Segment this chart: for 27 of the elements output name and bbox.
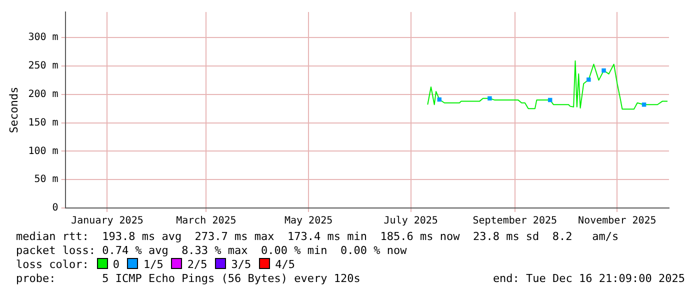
text: end: Tue Dec 16 21:09:00 2025 — [492, 272, 685, 286]
legend-title: loss color: — [16, 258, 89, 271]
x-tick-label: September 2025 — [472, 216, 558, 227]
x-tick-label: July 2025 — [384, 216, 438, 227]
point — [586, 77, 591, 82]
y-tick-label: 50 m — [34, 174, 58, 186]
y-tick-label: 150 m — [28, 117, 58, 128]
y-tick-label: 0 — [52, 202, 58, 214]
y-tick-label: 250 m — [28, 60, 58, 72]
point — [488, 96, 492, 100]
legend-label: 0 — [112, 258, 120, 271]
text: packet loss: 0.74 % avg 8.33 % max 0.00 % min 0.00 % now — [15, 244, 408, 258]
x-tick-label: November 2025 — [578, 216, 656, 227]
point — [602, 68, 606, 73]
legend-label: 1/5 — [143, 258, 164, 271]
y-tick-label: 200 m — [28, 88, 58, 100]
legend-label: 2/5 — [187, 258, 208, 271]
y-tick-label: 300 m — [28, 32, 58, 44]
x-tick-label: May 2025 — [284, 216, 333, 227]
text: median rtt: 193.8 ms avg 273.7 ms max 173.4 ms min 185.6 ms now 23.8 ms sd 8.2 am/s — [15, 230, 620, 244]
x-tick-label: January 2025 — [71, 216, 144, 227]
legend-label: 3/5 — [231, 258, 252, 271]
x-tick-label: March 2025 — [176, 216, 236, 227]
y-axis-title: Seconds — [7, 86, 20, 134]
y-tick-label: 100 m — [28, 146, 58, 157]
text: probe: 5 ICMP Echo Pings (56 Bytes) every 120s — [16, 272, 360, 286]
legend-label: 4/5 — [275, 258, 295, 271]
